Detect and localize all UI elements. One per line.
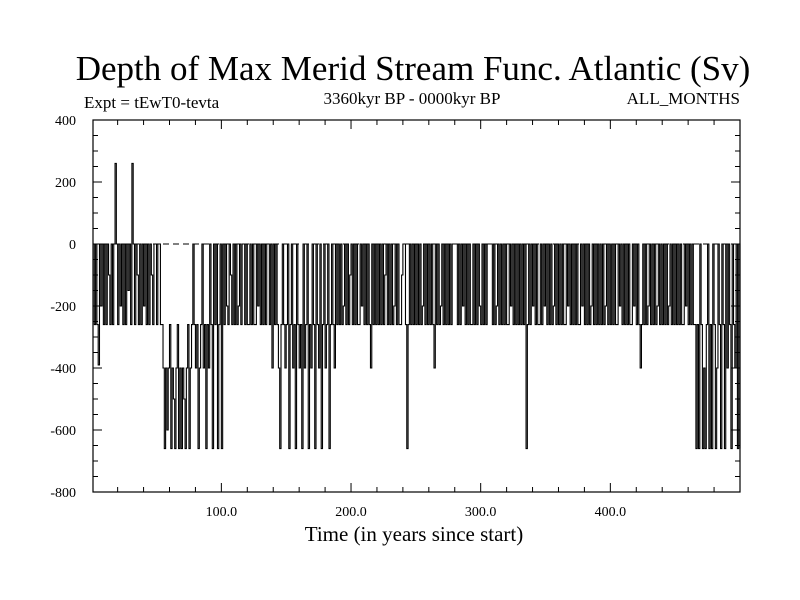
y-tick-label: -400: [50, 362, 76, 377]
x-tick-label: 100.0: [206, 505, 238, 520]
series-line-0: [93, 162, 741, 450]
y-tick-label: 0: [69, 238, 76, 253]
y-tick-label: 400: [55, 114, 76, 129]
experiment-label: Expt = tEwT0-tevta: [84, 93, 220, 112]
y-tick-labels: 400 200 0 -200 -400 -600 -800: [50, 114, 76, 501]
months-label: ALL_MONTHS: [627, 89, 740, 108]
x-tick-labels: 100.0 200.0 300.0 400.0: [206, 505, 626, 520]
chart-title: Depth of Max Merid Stream Func. Atlantic…: [76, 49, 751, 88]
x-axis-label: Time (in years since start): [305, 522, 524, 546]
x-tick-label: 400.0: [595, 505, 627, 520]
x-tick-label: 200.0: [335, 505, 367, 520]
y-tick-label: -800: [50, 486, 76, 501]
y-tick-label: -600: [50, 424, 76, 439]
data-layer: [93, 162, 741, 450]
time-range-label: 3360kyr BP - 0000kyr BP: [324, 89, 501, 108]
y-tick-label: 200: [55, 176, 76, 191]
x-tick-label: 300.0: [465, 505, 497, 520]
y-tick-label: -200: [50, 300, 76, 315]
plot-frame: [92, 119, 741, 493]
